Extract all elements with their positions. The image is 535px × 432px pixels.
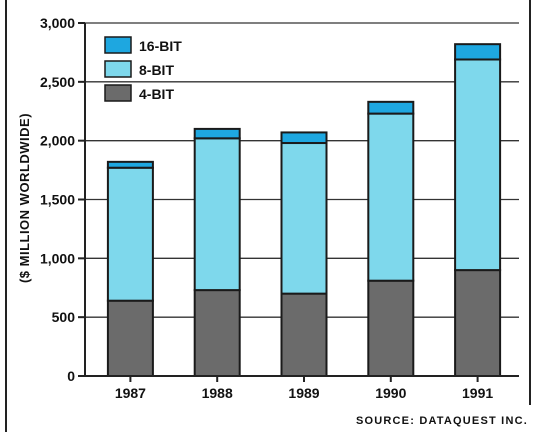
legend-label-4-bit: 4-BIT [139,86,174,102]
x-tick-label: 1987 [115,385,146,401]
bar-4-bit-1988 [193,289,241,377]
y-axis-label: ($ MILLION WORLDWIDE) [17,113,32,283]
y-tick-label: 0 [67,368,75,384]
y-tick-label: 2,500 [40,74,75,90]
bar-8-bit-1989 [280,142,328,295]
bars [106,43,502,378]
legend-swatch-16-bit [104,36,132,54]
bar-4-bit-1989 [280,292,328,377]
bar-4-bit-1991 [454,269,502,378]
y-tick-label: 1,500 [40,192,75,208]
x-tick-label: 1988 [202,385,233,401]
y-tick-label: 1,000 [40,250,75,266]
bar-16-bit-1988 [193,127,241,140]
legend-swatch-8-bit [104,60,132,78]
bar-16-bit-1991 [454,43,502,61]
bar-16-bit-1987 [106,160,154,169]
legend-swatch-4-bit [104,84,132,102]
y-tick-labels: 0 500 1,000 1,500 2,000 2,500 3,000 [40,15,75,384]
source-note: SOURCE: DATAQUEST INC. [356,415,528,427]
y-tick-label: 2,000 [40,133,75,149]
legend-label-16-bit: 16-BIT [139,38,182,54]
x-tick-label: 1990 [375,385,406,401]
bar-8-bit-1991 [454,58,502,272]
y-tick-label: 3,000 [40,15,75,31]
bar-4-bit-1987 [106,299,154,377]
legend: 16-BIT 8-BIT 4-BIT [104,36,182,102]
bar-16-bit-1989 [280,131,328,145]
bar-16-bit-1990 [367,100,415,115]
bar-8-bit-1990 [367,112,415,282]
x-tick-labels: 1987 1988 1989 1990 1991 [115,385,494,401]
bar-8-bit-1988 [193,137,241,292]
x-tick-label: 1991 [462,385,493,401]
y-tick-label: 500 [52,309,76,325]
axes [78,22,519,382]
bar-4-bit-1990 [367,279,415,377]
bar-8-bit-1987 [106,166,154,302]
legend-label-8-bit: 8-BIT [139,62,174,78]
x-tick-label: 1989 [288,385,319,401]
